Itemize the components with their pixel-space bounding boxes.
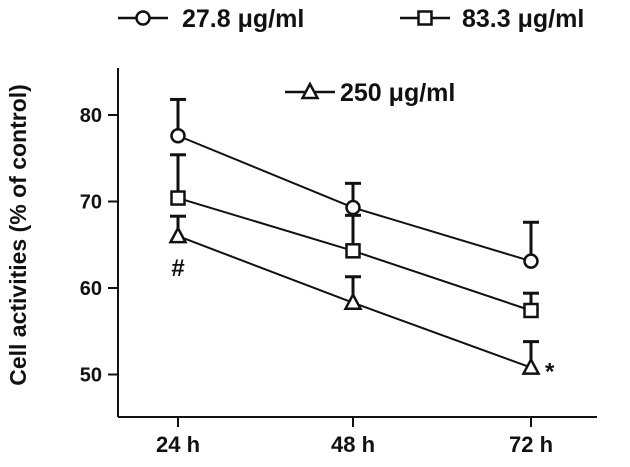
x-tick-label: 48 h <box>331 432 375 457</box>
legend-item: 83.3 μg/ml <box>400 5 584 33</box>
series-3 <box>168 214 541 375</box>
significance-mark: * <box>545 359 555 386</box>
legend-marker <box>417 10 433 26</box>
y-axis-label: Cell activities (% of control) <box>5 84 31 386</box>
x-tick-label: 72 h <box>509 432 553 457</box>
legend-marker <box>135 10 151 26</box>
series-2 <box>170 153 539 319</box>
plot-area: #* <box>168 97 555 386</box>
legend-marker <box>300 81 320 100</box>
legend-label: 250 μg/ml <box>340 79 455 107</box>
significance-mark: # <box>171 255 184 282</box>
data-point <box>170 128 186 144</box>
y-tick-label: 50 <box>80 365 102 387</box>
y-tick-label: 80 <box>80 105 102 127</box>
legend-item: 27.8 μg/ml <box>118 5 304 33</box>
data-point <box>523 253 539 269</box>
data-point <box>170 190 186 206</box>
chart-legend: 27.8 μg/ml 83.3 μg/ml 250 μg/ml <box>118 5 584 107</box>
data-point <box>521 356 541 375</box>
legend-item: 250 μg/ml <box>285 79 455 107</box>
data-point <box>523 302 539 319</box>
y-tick-label: 60 <box>80 278 102 300</box>
chart-axes <box>117 68 597 418</box>
data-point <box>168 225 188 244</box>
legend-label: 83.3 μg/ml <box>462 5 584 33</box>
legend-label: 27.8 μg/ml <box>182 5 304 33</box>
series-1 <box>170 97 539 269</box>
y-tick-label: 70 <box>80 192 102 214</box>
y-axis-ticks: 50 60 70 80 <box>80 105 118 387</box>
x-tick-label: 24 h <box>156 432 200 457</box>
data-point <box>345 199 361 216</box>
x-axis-ticks: 24 h 48 h 72 h <box>156 417 553 457</box>
data-point <box>343 292 363 310</box>
data-point <box>345 243 361 259</box>
